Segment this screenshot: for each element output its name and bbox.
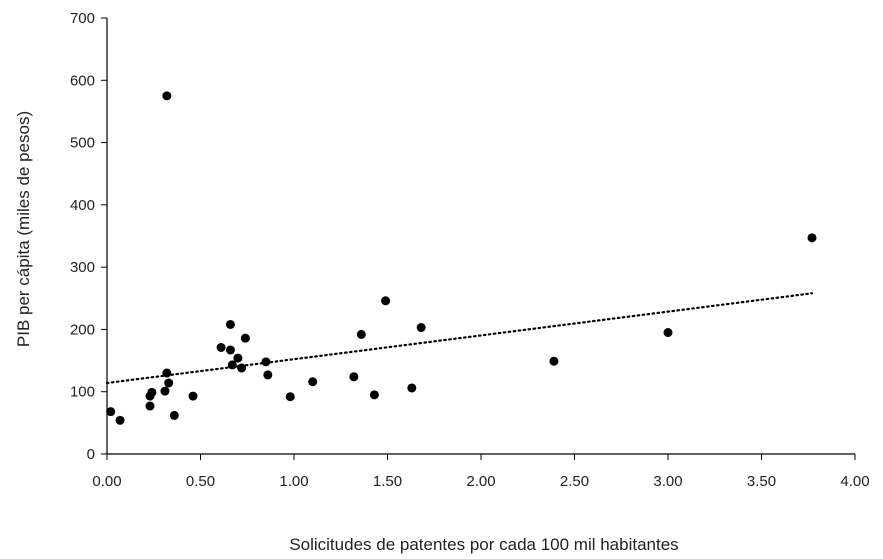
data-point <box>145 401 155 411</box>
data-point <box>169 410 179 420</box>
data-point <box>164 378 174 388</box>
y-tick-label: 100 <box>70 384 95 401</box>
x-tick-label: 0.50 <box>186 473 215 490</box>
x-ticks: 0.00 0.50 1.00 1.50 2.00 2.50 3.00 3.50 4.00 <box>92 454 870 490</box>
data-point <box>162 368 172 378</box>
data-point <box>807 233 817 243</box>
x-tick-label: 2.50 <box>560 473 589 490</box>
x-tick-label: 0.00 <box>92 473 121 490</box>
y-axis-title: PIB per cápita (miles de pesos) <box>14 111 33 347</box>
y-tick-label: 400 <box>70 197 95 214</box>
data-point <box>237 363 247 373</box>
x-tick-label: 1.00 <box>279 473 308 490</box>
data-point <box>106 407 116 417</box>
axes: 0.00 0.50 1.00 1.50 2.00 2.50 3.00 3.50 4.00 0 10… <box>70 10 870 490</box>
x-tick-label: 2.00 <box>466 473 495 490</box>
y-ticks: 0 100 200 300 400 500 600 700 <box>70 10 107 463</box>
trendline <box>105 292 814 385</box>
data-point <box>416 323 426 333</box>
data-point <box>308 377 318 387</box>
y-tick-label: 600 <box>70 72 95 89</box>
y-tick-label: 700 <box>70 10 95 27</box>
data-point <box>227 360 237 370</box>
data-point <box>356 329 366 339</box>
data-point <box>349 372 359 382</box>
data-point <box>225 319 235 329</box>
data-point <box>263 370 273 380</box>
y-tick-label: 300 <box>70 259 95 276</box>
data-point <box>285 392 295 402</box>
y-tick-label: 0 <box>87 446 95 463</box>
x-tick-label: 3.50 <box>747 473 776 490</box>
x-tick-label: 1.50 <box>373 473 402 490</box>
data-point <box>233 353 243 363</box>
data-point <box>240 333 250 343</box>
data-point <box>216 342 226 352</box>
data-point <box>162 91 172 101</box>
data-point <box>261 357 271 367</box>
y-tick-label: 500 <box>70 135 95 152</box>
data-point <box>381 296 391 306</box>
data-point <box>225 345 235 355</box>
data-point <box>369 390 379 400</box>
x-axis-title: Solicitudes de patentes por cada 100 mil… <box>289 535 678 554</box>
data-point <box>147 387 157 397</box>
data-point <box>115 415 125 425</box>
data-point <box>407 383 417 393</box>
data-point <box>160 386 170 396</box>
x-tick-label: 4.00 <box>840 473 869 490</box>
x-tick-label: 3.00 <box>653 473 682 490</box>
y-tick-label: 200 <box>70 321 95 338</box>
data-points <box>106 91 817 425</box>
data-point <box>188 391 198 401</box>
data-point <box>663 328 673 338</box>
data-point <box>549 356 559 366</box>
